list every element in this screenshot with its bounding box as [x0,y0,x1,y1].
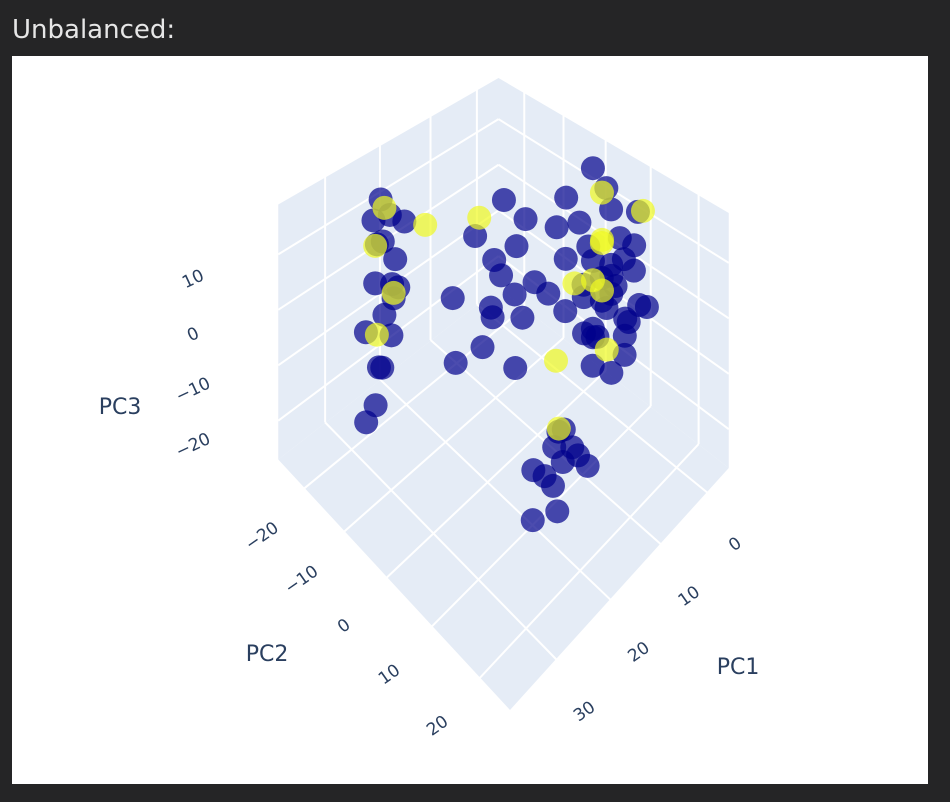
point [580,156,605,181]
point [363,271,388,296]
grid-line [324,421,558,661]
point [521,458,546,483]
point [520,508,545,533]
plot-area: PC1 PC2 PC3 0 10 20 30 −20 −10 0 10 20 −20 −10 0 10 [12,56,928,784]
point [478,295,503,320]
x-tick-label: 10 [675,582,704,611]
point [589,230,614,255]
labels: PC1 PC2 PC3 0 10 20 30 −20 −10 0 10 20 −20 −10 0 10 [99,266,760,741]
point [504,234,529,259]
point [363,233,388,258]
x-tick-label: 20 [624,638,653,667]
point [611,247,636,272]
point [553,246,578,271]
z-axis-title: PC3 [99,395,142,420]
point [470,335,495,360]
point [510,305,535,330]
point [440,286,465,311]
y-tick-label: 0 [334,615,354,638]
y-tick-label: 10 [375,660,404,689]
point [491,188,516,213]
walls [278,78,729,710]
y-axis-title: PC2 [246,642,289,667]
point [599,360,624,385]
point [381,280,406,305]
point [489,263,514,288]
point [594,337,619,362]
point [546,416,571,441]
point [545,499,570,524]
point [370,355,395,380]
y-tick-label: −10 [281,562,322,599]
point [443,350,468,375]
header: Unbalanced: [12,15,176,45]
wall [278,288,729,710]
point [554,185,579,210]
point [560,435,585,460]
point [392,209,417,234]
point [503,356,528,381]
point [372,195,397,220]
z-tick-label: −20 [173,429,214,462]
grid-line [385,369,607,579]
chart: PC1 PC2 PC3 0 10 20 30 −20 −10 0 10 20 −20 −10 0 10 [99,78,760,741]
x-tick-label: 0 [725,533,745,556]
point [630,198,655,223]
point [544,215,569,240]
z-tick-label: 10 [179,266,207,293]
z-tick-label: −10 [173,374,214,407]
point [513,207,538,232]
point [572,321,597,346]
point [580,353,605,378]
y-tick-label: 20 [423,712,452,741]
point [544,348,569,373]
point [413,212,438,237]
grid-line [478,443,700,679]
points [353,156,659,533]
grid-line [379,378,612,602]
point [502,282,527,307]
z-tick-label: 0 [184,323,202,346]
point [542,435,567,460]
point [372,302,397,327]
point [553,299,578,324]
x-tick-label: 30 [570,697,599,726]
point [364,322,389,347]
point [463,224,488,249]
point [627,293,652,318]
grid-line [476,303,708,494]
point [562,271,587,296]
y-tick-label: −20 [242,518,283,555]
x-axis-title: PC1 [717,655,760,680]
point [575,453,600,478]
grid-line [277,118,500,256]
point [536,281,561,306]
point [580,268,605,293]
point [589,180,614,205]
point [567,210,592,235]
point [467,205,492,230]
point [383,247,408,272]
point [354,410,379,435]
